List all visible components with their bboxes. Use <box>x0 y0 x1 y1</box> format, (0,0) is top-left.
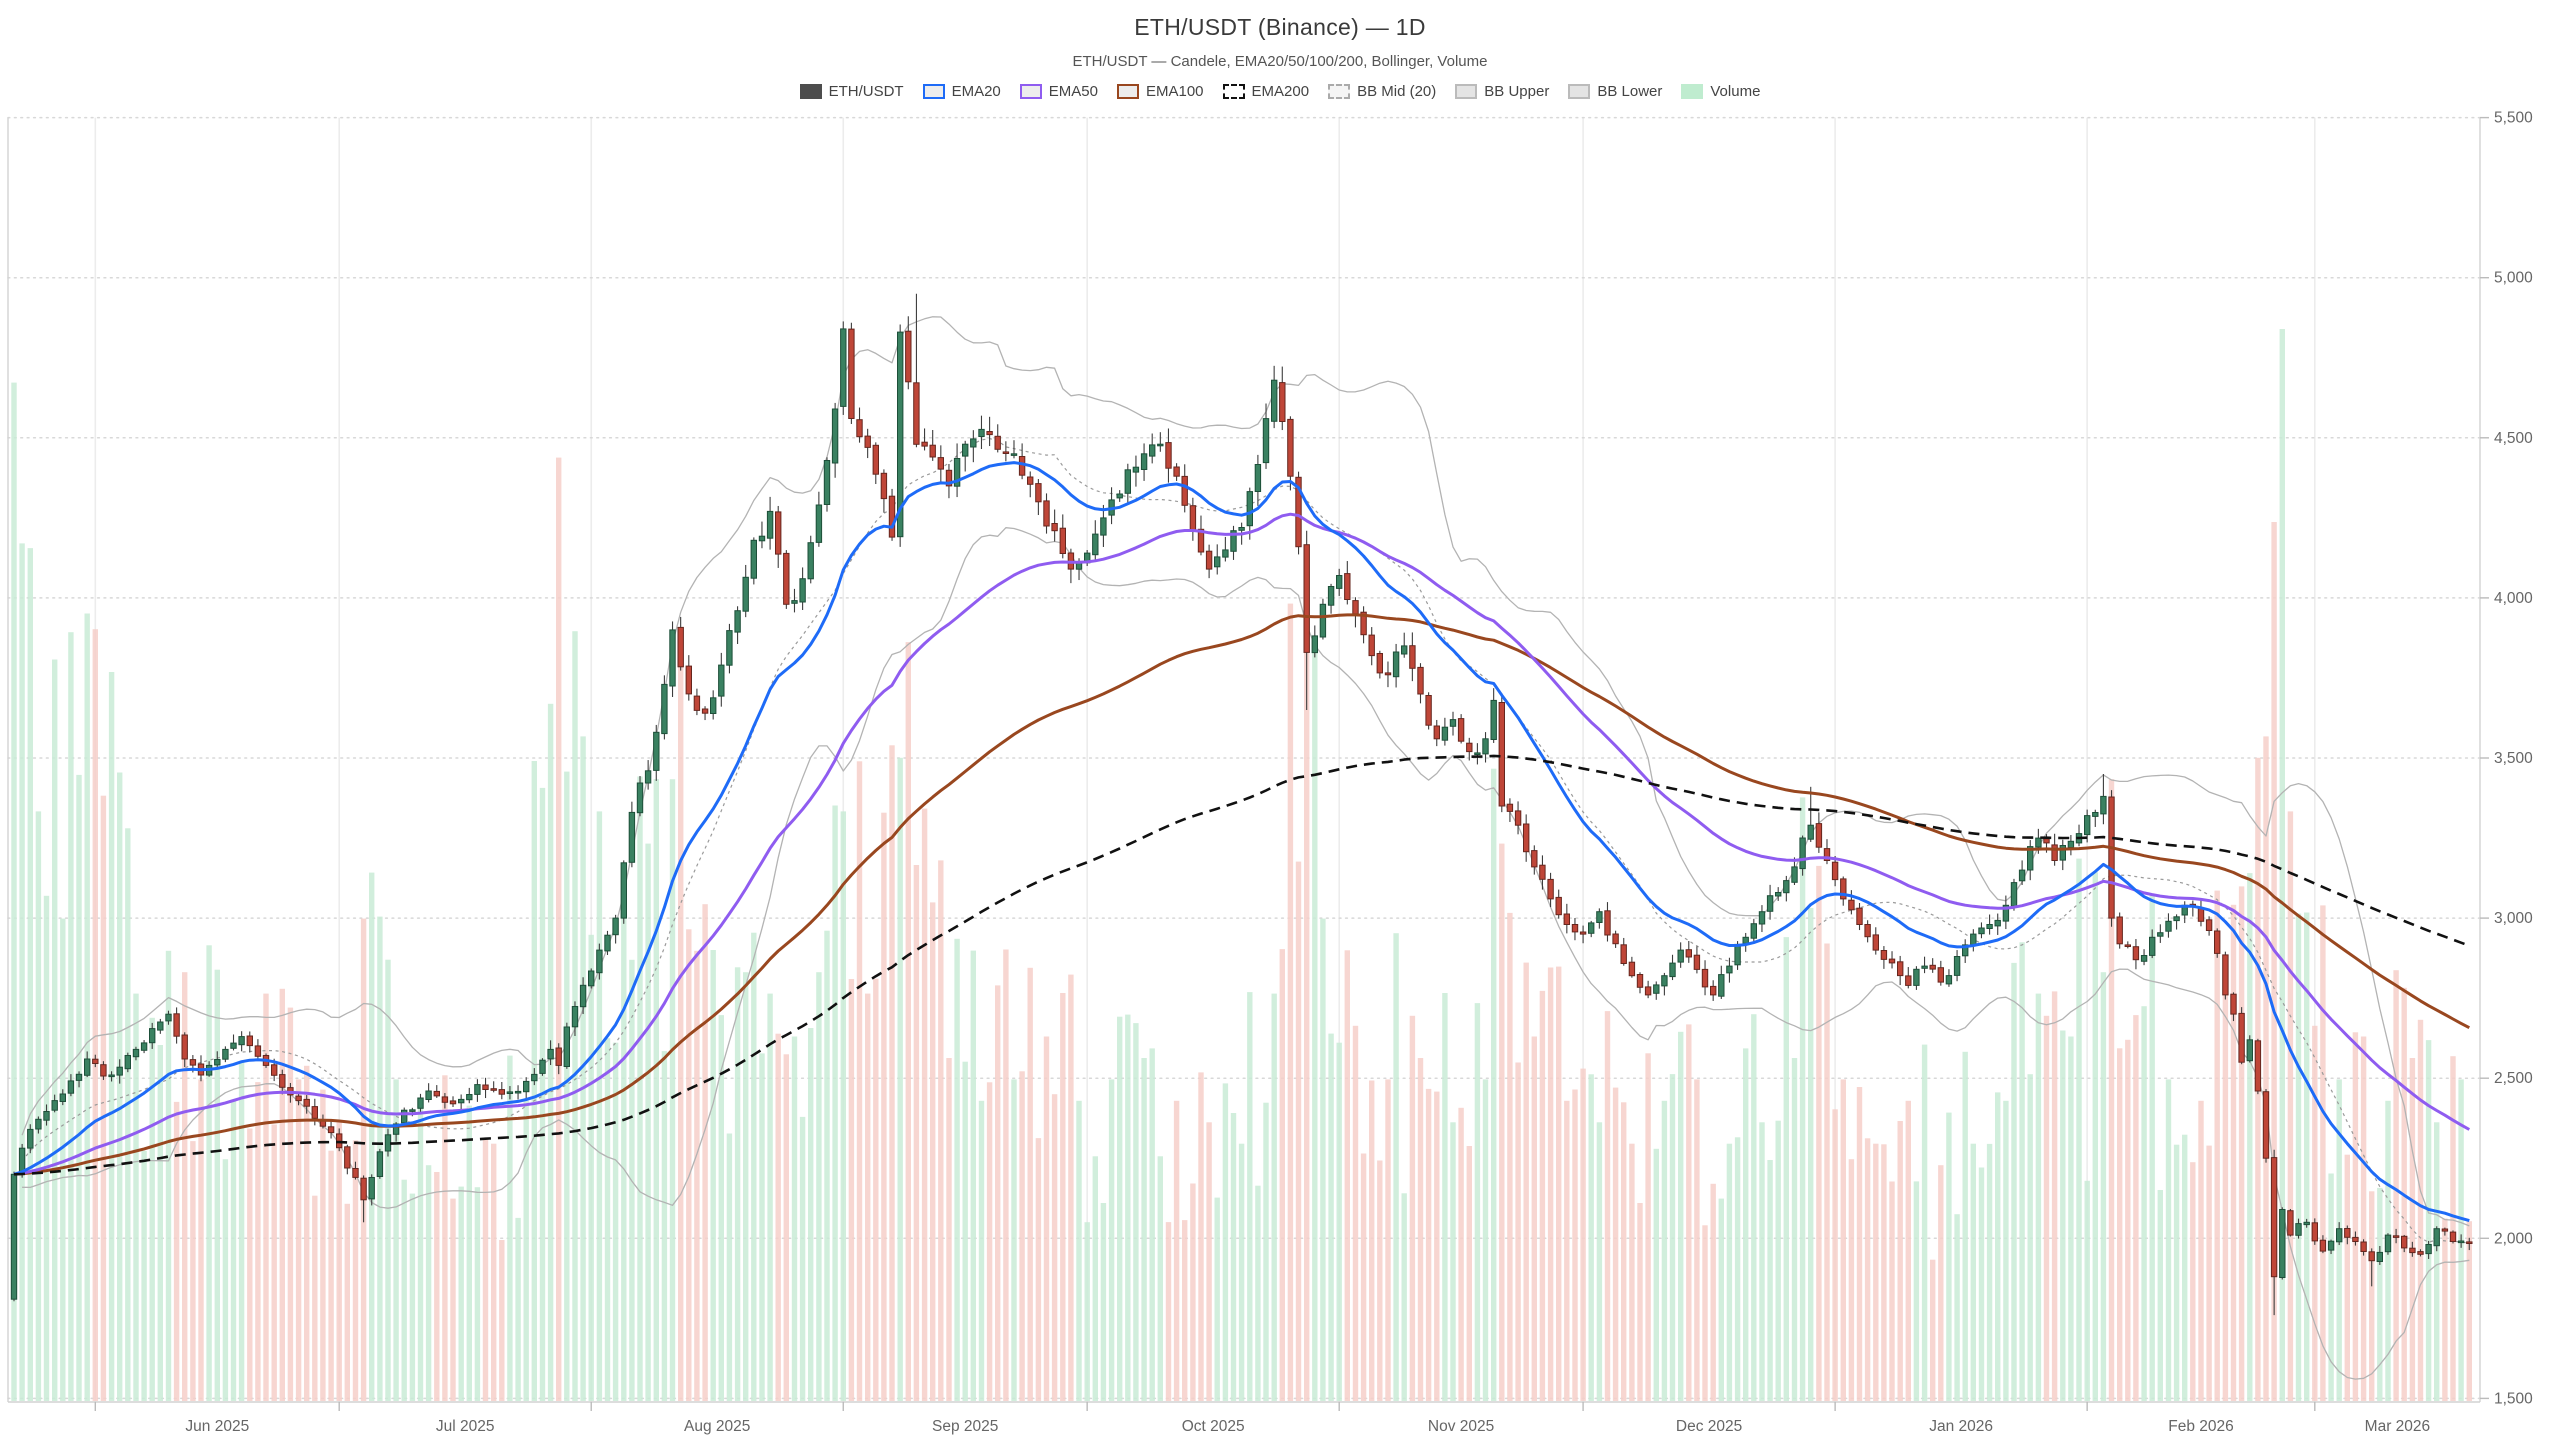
x-axis-month-label: Jan 2026 <box>1929 1418 1993 1435</box>
y-axis-tick-label: 5,500 <box>2494 110 2533 127</box>
x-axis-month-label: Nov 2025 <box>1428 1418 1494 1435</box>
x-axis-month-label: Feb 2026 <box>2168 1418 2234 1435</box>
legend-item-bb-lower: BB Lower <box>1568 83 1662 100</box>
x-axis-month-label: Aug 2025 <box>684 1418 750 1435</box>
y-axis-tick-label: 2,000 <box>2494 1230 2533 1247</box>
legend-swatch-icon <box>1222 84 1245 99</box>
chart-header: ETH/USDT (Binance) — 1D ETH/USDT — Cande… <box>0 0 2560 100</box>
chart-legend: ETH/USDT EMA20 EMA50 EMA100 EMA200 BB Mid (20… <box>0 83 2560 100</box>
legend-swatch-icon <box>1455 84 1478 99</box>
axes: 5,500 5,000 4,500 4,000 3,500 3,000 2,500 2,000… <box>7 110 2533 1435</box>
bollinger-bands <box>21 316 2470 1380</box>
legend-item-ema200: EMA200 <box>1222 83 1310 100</box>
legend-swatch-icon <box>1681 84 1704 99</box>
legend-label: EMA50 <box>1048 83 1098 100</box>
y-axis-tick-label: 2,500 <box>2494 1070 2533 1087</box>
chart-subtitle: ETH/USDT — Candele, EMA20/50/100/200, Bo… <box>1072 53 1488 70</box>
legend-swatch-icon <box>799 84 822 99</box>
y-axis-tick-label: 5,000 <box>2494 270 2533 287</box>
y-axis-tick-label: 1,500 <box>2494 1390 2533 1407</box>
y-axis-tick-label: 3,500 <box>2494 750 2533 767</box>
x-axis-month-label: Jul 2025 <box>436 1418 495 1435</box>
legend-label: BB Upper <box>1484 83 1550 100</box>
y-axis-tick-label: 4,000 <box>2494 590 2533 607</box>
legend-label: BB Mid (20) <box>1357 83 1437 100</box>
legend-item-bb-upper: BB Upper <box>1455 83 1549 100</box>
x-axis-month-label: Oct 2025 <box>1182 1418 1245 1435</box>
ema-lines <box>13 461 2471 1223</box>
legend-swatch-icon <box>922 84 945 99</box>
y-axis-tick-label: 4,500 <box>2494 430 2533 447</box>
x-axis-month-label: Mar 2026 <box>2365 1418 2430 1435</box>
x-axis-month-label: Jun 2025 <box>185 1418 249 1435</box>
legend-label: Volume <box>1710 83 1761 100</box>
legend-label: BB Lower <box>1597 83 1663 100</box>
legend-item-ema50: EMA50 <box>1019 83 1098 100</box>
x-axis-month-label: Dec 2025 <box>1676 1418 1742 1435</box>
candles <box>10 293 2473 1316</box>
legend-item-bb-mid-20-: BB Mid (20) <box>1328 83 1436 100</box>
legend-item-volume: Volume <box>1681 83 1760 100</box>
legend-label: EMA100 <box>1145 83 1204 100</box>
legend-swatch-icon <box>1116 84 1139 99</box>
legend-item-ema20: EMA20 <box>922 83 1001 100</box>
legend-swatch-icon <box>1328 84 1351 99</box>
legend-swatch-icon <box>1019 84 1042 99</box>
y-axis-tick-label: 3,000 <box>2494 910 2533 927</box>
legend-label: ETH/USDT <box>828 83 904 100</box>
legend-label: EMA200 <box>1251 83 1310 100</box>
page-title: ETH/USDT (Binance) — 1D <box>1134 14 1426 40</box>
legend-label: EMA20 <box>951 83 1001 100</box>
x-axis-month-label: Sep 2025 <box>932 1418 998 1435</box>
legend-item-ema100: EMA100 <box>1116 83 1204 100</box>
legend-item-eth-usdt: ETH/USDT <box>799 83 904 100</box>
legend-swatch-icon <box>1568 84 1591 99</box>
